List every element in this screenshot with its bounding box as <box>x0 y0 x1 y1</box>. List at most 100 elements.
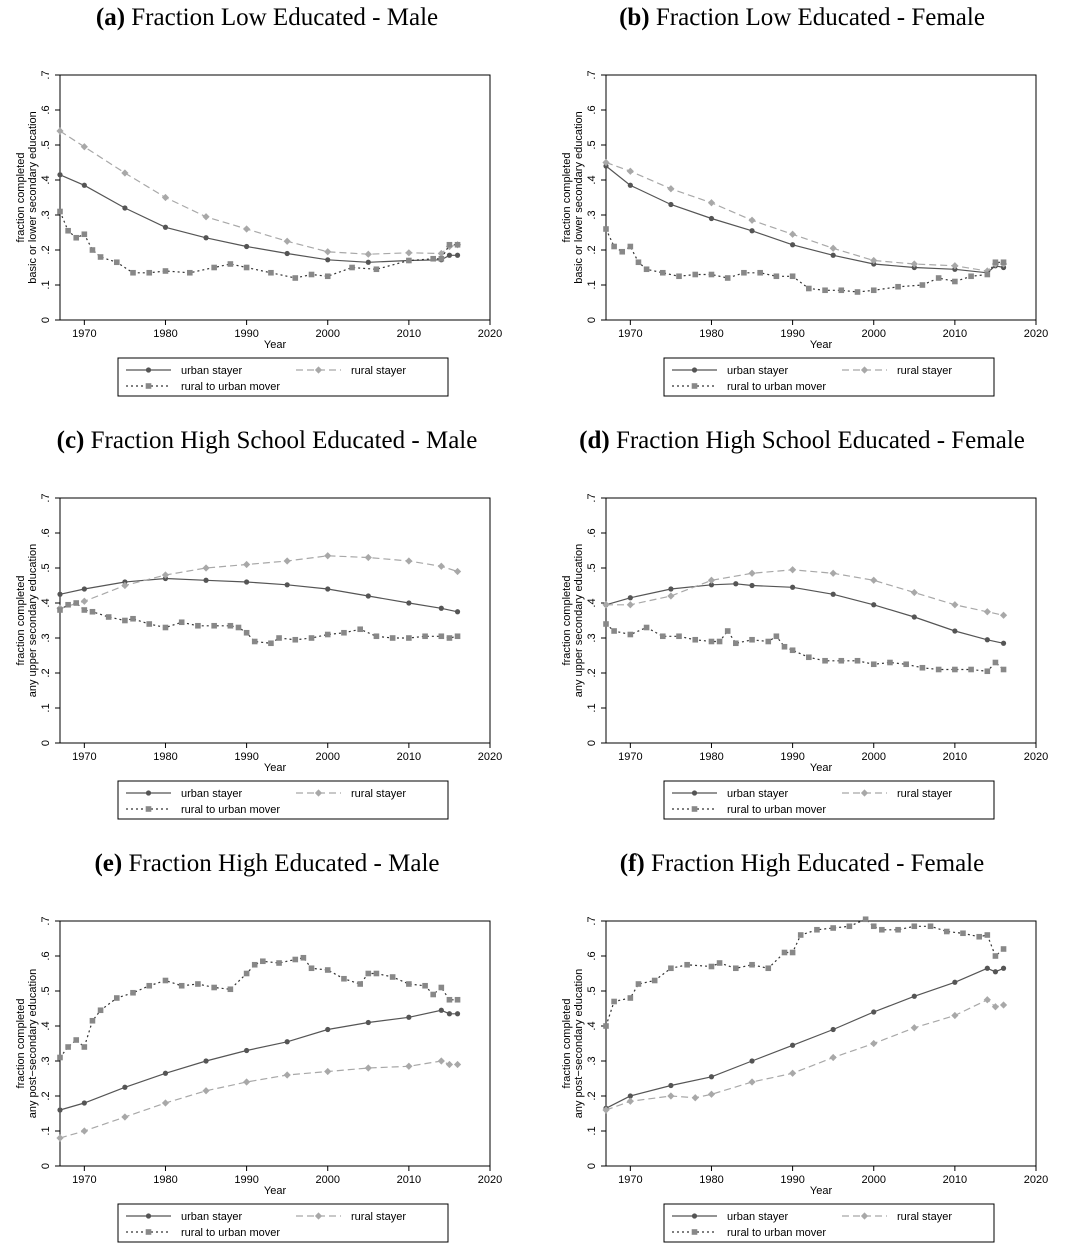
series-rural <box>56 127 462 258</box>
data-point <box>952 666 958 673</box>
data-point <box>765 638 772 645</box>
data-point <box>454 241 461 248</box>
x-axis-label: Year <box>810 762 833 774</box>
data-point <box>268 269 274 276</box>
data-point <box>122 205 128 211</box>
data-point <box>968 273 974 280</box>
data-point <box>870 287 877 294</box>
data-point <box>716 960 723 966</box>
data-point <box>708 638 715 645</box>
data-point <box>292 275 299 281</box>
data-point <box>748 569 756 577</box>
series-mover <box>603 226 1007 295</box>
plot-frame <box>605 920 1037 1167</box>
y-tick-label: .2 <box>40 245 52 254</box>
y-tick-label: .6 <box>586 528 598 537</box>
data-point <box>283 557 291 565</box>
data-point <box>244 1047 250 1054</box>
data-point <box>691 1094 699 1102</box>
data-point <box>748 1078 756 1086</box>
series-rural <box>56 552 462 612</box>
data-point <box>243 560 251 569</box>
data-point <box>895 926 901 933</box>
data-point <box>454 633 461 640</box>
data-point <box>708 582 715 588</box>
data-point <box>667 1092 675 1100</box>
y-tick-label: .1 <box>586 280 598 289</box>
data-point <box>749 636 755 643</box>
panel-title-text: Fraction Low Educated - Female <box>655 4 985 31</box>
data-point <box>130 269 136 276</box>
data-point <box>789 273 796 280</box>
data-point <box>324 248 332 256</box>
x-axis-label: Year <box>810 1185 833 1197</box>
panel-label: (f) <box>619 850 645 877</box>
data-point <box>838 657 845 664</box>
data-point <box>235 624 242 631</box>
data-point <box>437 562 445 570</box>
data-point <box>161 1099 170 1107</box>
data-point <box>365 970 372 977</box>
data-point <box>81 1044 88 1050</box>
legend-box <box>663 1203 995 1243</box>
data-point <box>1000 946 1007 952</box>
data-point <box>667 185 675 193</box>
y-tick-label: .6 <box>586 105 598 114</box>
data-point <box>325 586 331 592</box>
legend-label: urban stayer <box>181 788 242 800</box>
y-axis-label: fraction completed <box>561 153 573 243</box>
data-point <box>325 1026 331 1033</box>
data-point <box>65 601 71 608</box>
data-point <box>984 271 991 278</box>
data-point <box>284 1039 290 1045</box>
data-point <box>56 1134 64 1142</box>
legend-label: rural to urban mover <box>181 381 280 393</box>
data-point <box>454 609 461 615</box>
x-tick-label: 2010 <box>397 1174 421 1186</box>
data-point <box>81 586 87 592</box>
data-point <box>910 588 918 597</box>
data-point <box>422 982 428 989</box>
data-point <box>708 1074 715 1080</box>
data-point <box>145 367 152 373</box>
data-point <box>860 366 869 374</box>
y-tick-label: .6 <box>586 951 598 960</box>
series-line <box>59 130 458 255</box>
x-tick-label: 1980 <box>153 328 177 340</box>
data-point <box>707 576 716 584</box>
data-point <box>983 608 991 616</box>
data-point <box>227 986 234 993</box>
data-point <box>438 984 445 991</box>
data-point <box>602 1106 610 1114</box>
legend-label: rural stayer <box>351 1211 406 1223</box>
legend: urban stayer rural stayer rural to urban m… <box>117 780 449 820</box>
panel-label: (c) <box>56 427 85 454</box>
x-tick-label: 2010 <box>943 328 967 340</box>
x-tick-label: 1970 <box>618 751 642 763</box>
data-point <box>627 631 634 638</box>
data-point <box>438 605 444 611</box>
data-point <box>822 287 828 294</box>
data-point <box>927 923 934 930</box>
data-point <box>602 158 610 167</box>
data-point <box>446 1011 453 1017</box>
data-point <box>626 167 634 175</box>
data-point <box>308 965 315 972</box>
legend-box <box>663 780 995 820</box>
data-point <box>284 582 290 588</box>
y-tick-label: .2 <box>586 668 598 677</box>
x-tick-label: 2010 <box>397 328 421 340</box>
legend-label: rural to urban mover <box>727 381 826 393</box>
data-point <box>300 954 307 961</box>
legend-item-rural: rural stayer <box>296 1211 406 1223</box>
data-point <box>80 143 88 151</box>
x-tick-label: 1970 <box>72 1174 96 1186</box>
data-point <box>829 569 837 577</box>
y-tick-label: .4 <box>586 175 598 184</box>
data-point <box>691 1213 698 1219</box>
legend-label: rural stayer <box>897 788 952 800</box>
series-mover <box>603 621 1007 675</box>
data-point <box>627 182 633 188</box>
data-point <box>57 172 63 178</box>
legend-item-rural: rural stayer <box>842 788 952 800</box>
